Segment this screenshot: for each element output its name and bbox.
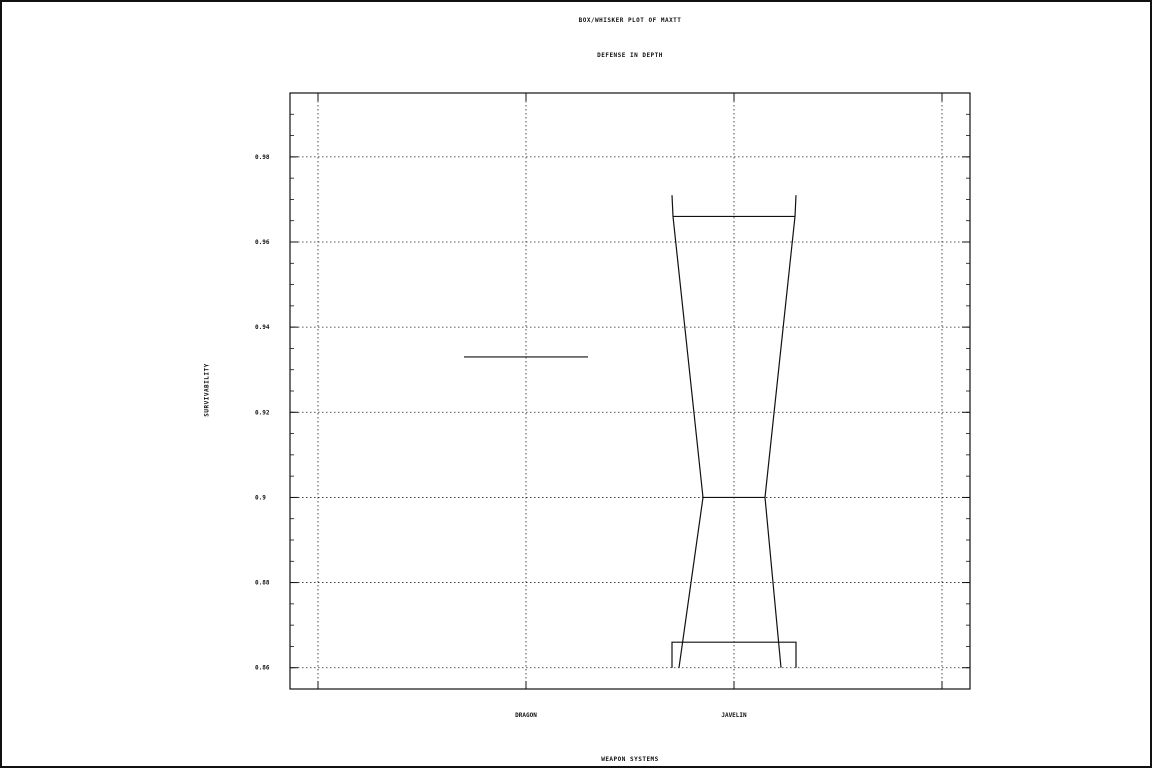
box-right-edge <box>764 195 797 668</box>
y-tick-label: 0.92 <box>255 409 270 416</box>
y-tick-label: 0.96 <box>255 239 270 246</box>
y-tick-label: 0.9 <box>255 494 266 501</box>
chart-subtitle: DEFENSE IN DEPTH <box>597 52 663 59</box>
box-q1-line <box>671 641 797 668</box>
y-tick-label: 0.86 <box>255 665 270 672</box>
x-axis-label: WEAPON SYSTEMS <box>601 756 659 763</box>
x-category-label: DRAGON <box>515 712 537 719</box>
plot-area <box>289 92 971 690</box>
box-left-edge <box>671 195 704 668</box>
x-category-label: JAVELIN <box>721 712 747 719</box>
y-tick-label: 0.98 <box>255 154 270 161</box>
y-tick-label: 0.88 <box>255 580 270 587</box>
y-tick-label: 0.94 <box>255 324 270 331</box>
chart-title: BOX/WHISKER PLOT OF MAXTT <box>578 17 682 24</box>
